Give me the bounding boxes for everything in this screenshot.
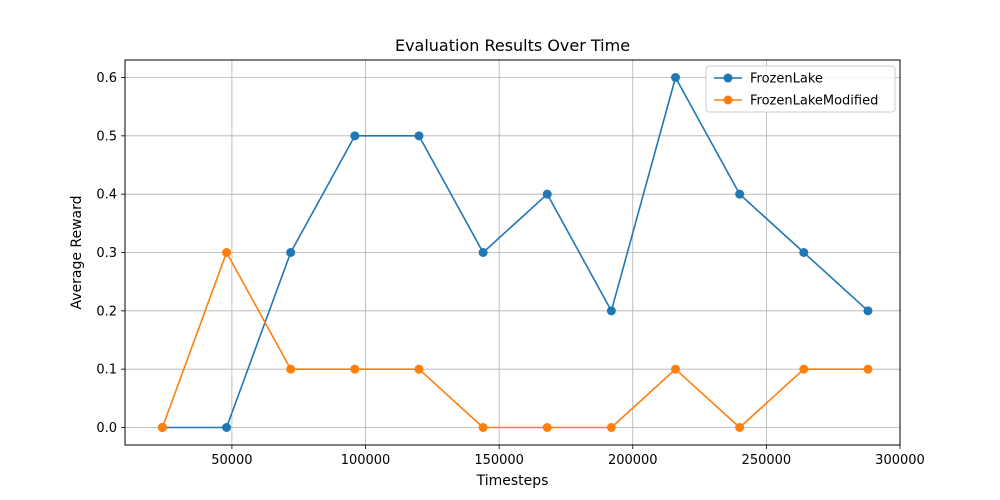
y-tick-label: 0.3 (96, 246, 117, 261)
legend-marker (723, 73, 733, 83)
legend-box (705, 65, 896, 113)
legend-marker (723, 95, 733, 105)
x-axis-label: Timesteps (476, 473, 549, 489)
data-point (350, 131, 360, 141)
x-tick-label: 50000 (211, 453, 252, 468)
series-line (161, 251, 868, 429)
data-point (350, 364, 360, 374)
data-point (157, 423, 167, 432)
legend: FrozenLake FrozenLakeModified (705, 65, 896, 113)
data-point (286, 364, 296, 374)
data-point (606, 423, 616, 432)
data-point (542, 189, 552, 199)
x-tick-label: 100000 (341, 453, 391, 468)
data-point (222, 423, 232, 432)
data-point (286, 248, 296, 257)
y-tick-label: 0.0 (96, 421, 117, 436)
data-point (222, 248, 232, 257)
legend-item: FrozenLakeModified (714, 94, 878, 109)
data-point (606, 306, 616, 316)
series-frozenlakemodified (157, 248, 873, 432)
y-tick-label: 0.4 (96, 188, 117, 203)
legend-item: FrozenLake (714, 72, 823, 87)
chart-title: Evaluation Results Over Time (395, 36, 630, 55)
x-tick-label: 300000 (875, 453, 925, 468)
data-point (414, 364, 424, 374)
y-axis-label: Average Reward (69, 195, 85, 309)
y-tick-label: 0.6 (96, 71, 117, 86)
series-frozenlake (157, 73, 873, 432)
data-point (863, 306, 873, 316)
data-point (542, 423, 552, 432)
x-tick-label: 150000 (474, 453, 524, 468)
data-point (478, 423, 488, 432)
data-point (414, 131, 424, 141)
data-point (478, 248, 488, 257)
data-point (671, 364, 681, 374)
data-point (735, 423, 745, 432)
series-line (162, 76, 869, 429)
legend-label: FrozenLakeModified (750, 94, 878, 109)
y-tick-label: 0.5 (96, 129, 117, 144)
series-layer (157, 73, 873, 432)
data-point (863, 364, 873, 374)
x-tick-label: 200000 (608, 453, 658, 468)
data-point (735, 189, 745, 199)
y-tick-label: 0.1 (96, 363, 117, 378)
data-point (799, 364, 809, 374)
data-point (671, 73, 681, 82)
y-tick-label: 0.2 (96, 304, 117, 319)
x-tick-label: 250000 (742, 453, 792, 468)
data-point (799, 248, 809, 257)
axis-ticks: 50000 100000 150000 200000 250000 300000 0.0 0.… (96, 71, 925, 468)
legend-label: FrozenLake (750, 72, 823, 87)
